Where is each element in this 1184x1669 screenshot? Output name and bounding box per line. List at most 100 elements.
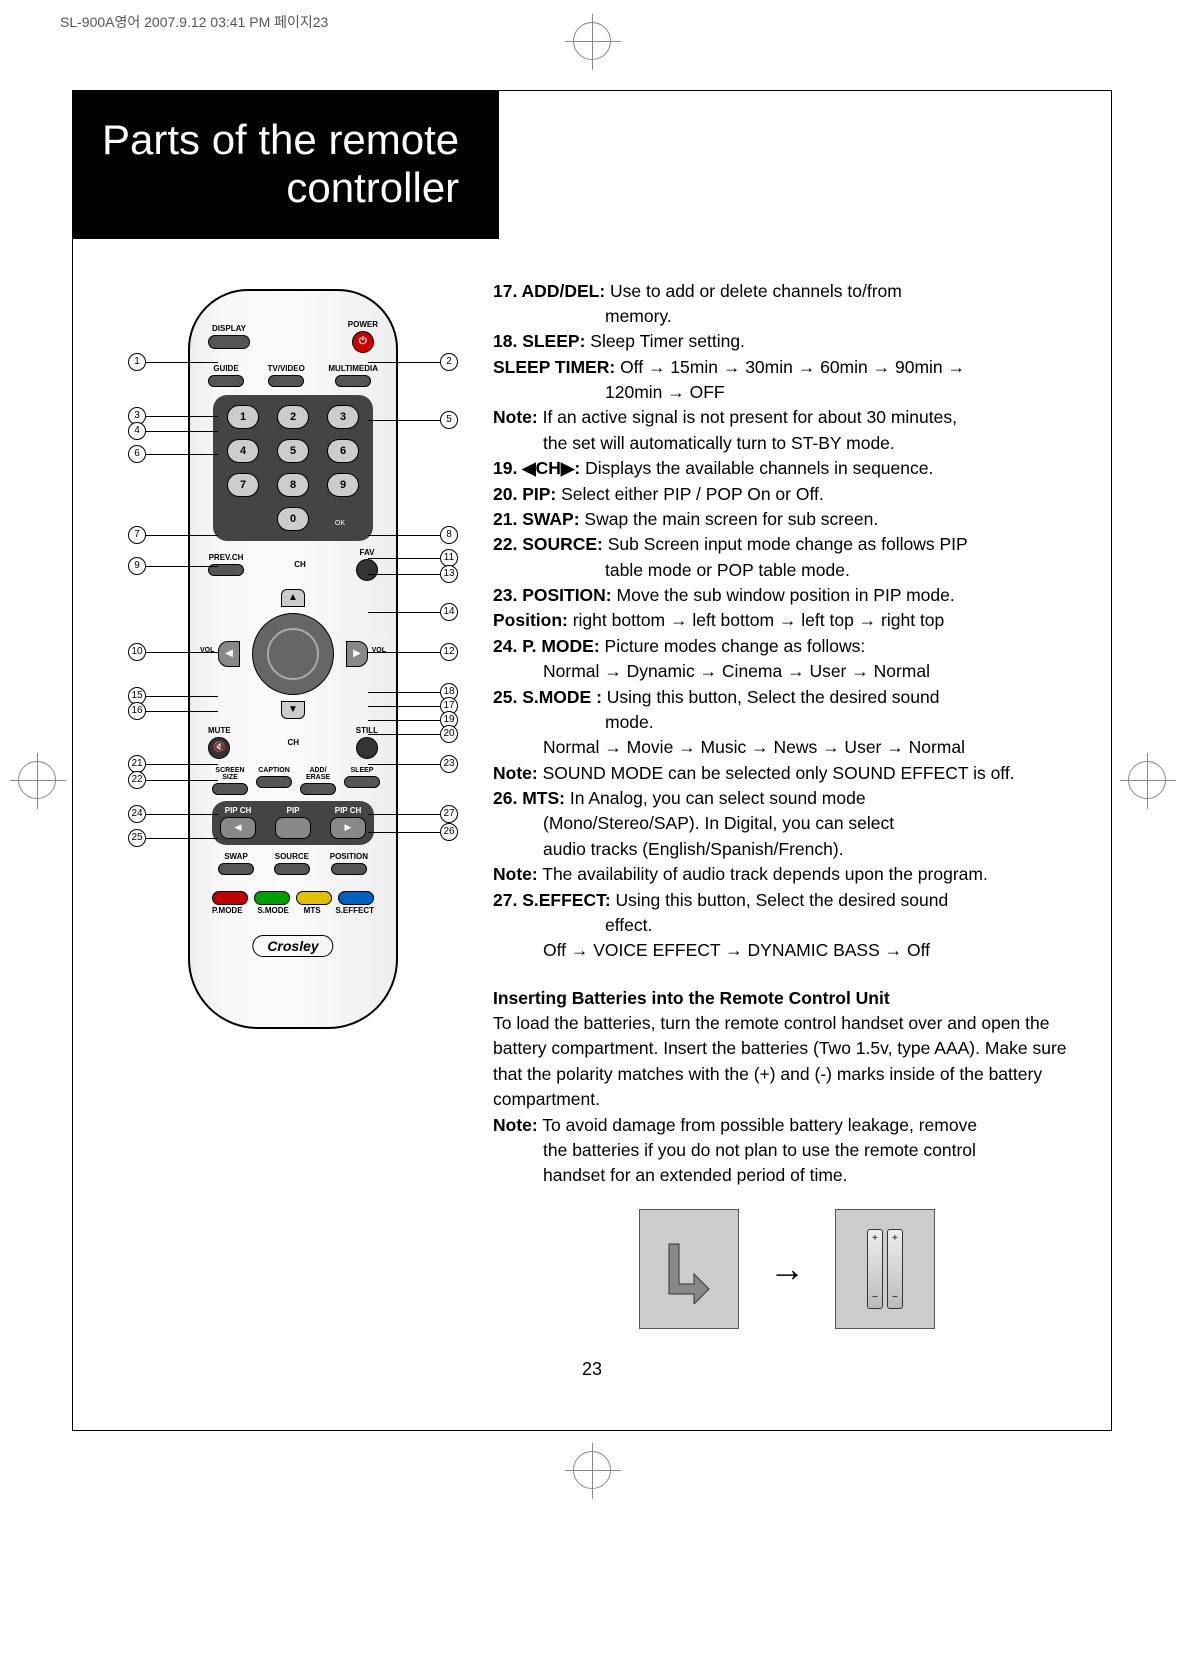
callout-9: 9 — [128, 557, 146, 575]
display-label: DISPLAY — [212, 325, 246, 333]
source-button — [274, 863, 310, 875]
pmode-label: P.MODE — [212, 907, 243, 915]
callout-line — [146, 814, 218, 815]
description-line: Off → VOICE EFFECT → DYNAMIC BASS → Off — [493, 938, 1081, 963]
callout-line — [368, 574, 440, 575]
mute-label: MUTE — [208, 727, 231, 735]
power-label: POWER — [348, 321, 378, 329]
color-green — [254, 891, 290, 905]
position-label: POSITION — [330, 853, 368, 861]
remote-column: DISPLAY POWER⏻ GUIDE TV/VIDEO MULTIMEDIA… — [103, 279, 483, 1329]
description-line: 21. SWAP: Swap the main screen for sub s… — [493, 507, 1081, 532]
callout-line — [146, 566, 218, 567]
arrow-right-icon: → — [769, 1243, 805, 1295]
ch-label: CH — [294, 561, 306, 569]
callout-line — [368, 692, 440, 693]
description-line: 26. MTS: In Analog, you can select sound… — [493, 786, 1081, 811]
description-line: Note: The availability of audio track de… — [493, 862, 1081, 887]
pip-left: ◀ — [220, 817, 256, 839]
battery-note-2: the batteries if you do not plan to use … — [493, 1138, 1081, 1163]
description-line: the set will automatically turn to ST-BY… — [493, 431, 1081, 456]
content-row: DISPLAY POWER⏻ GUIDE TV/VIDEO MULTIMEDIA… — [73, 279, 1111, 1329]
num-0: 0 — [277, 507, 309, 531]
pipch-r-label: PIP CH — [335, 807, 362, 815]
callout-line — [368, 720, 440, 721]
description-line: Note: If an active signal is not present… — [493, 405, 1081, 430]
callout-line — [146, 696, 218, 697]
pip-label: PIP — [287, 807, 300, 815]
callout-6: 6 — [128, 445, 146, 463]
callout-2: 2 — [440, 353, 458, 371]
nav-left: ◀ — [218, 641, 240, 667]
adderase-label: ADD/ ERASE — [306, 767, 330, 781]
mute-still-row: MUTE🔇 CH STILL — [208, 727, 378, 759]
mute-button: 🔇 — [208, 737, 230, 759]
source-label: SOURCE — [275, 853, 309, 861]
callout-line — [146, 454, 218, 455]
battery-p1: To load the batteries, turn the remote c… — [493, 1011, 1081, 1113]
callout-line — [368, 814, 440, 815]
tvvideo-button — [268, 375, 304, 387]
callout-12: 12 — [440, 643, 458, 661]
remote-fav-row: PREV.CH CH FAV — [208, 549, 378, 581]
callout-26: 26 — [440, 823, 458, 841]
num-6: 6 — [327, 439, 359, 463]
pipch-l-label: PIP CH — [225, 807, 252, 815]
display-button — [208, 335, 250, 349]
nav-up: ▲ — [281, 589, 305, 607]
position-button — [331, 863, 367, 875]
num-8: 8 — [277, 473, 309, 497]
description-line: SLEEP TIMER: Off → 15min → 30min → 60min… — [493, 355, 1081, 380]
manual-page: Parts of the remote controller DISPLAY P… — [72, 90, 1112, 1431]
battery-box-open — [639, 1209, 739, 1329]
num-2: 2 — [277, 405, 309, 429]
callout-line — [368, 764, 440, 765]
callout-line — [368, 362, 440, 363]
callout-14: 14 — [440, 603, 458, 621]
guide-button — [208, 375, 244, 387]
power-button: ⏻ — [352, 331, 374, 353]
description-line: Normal → Movie → Music → News → User → N… — [493, 735, 1081, 760]
fav-label: FAV — [360, 549, 375, 557]
callout-line — [146, 764, 218, 765]
callout-21: 21 — [128, 755, 146, 773]
callout-line — [368, 706, 440, 707]
description-line: 23. POSITION: Move the sub window positi… — [493, 583, 1081, 608]
ok-label: OK — [335, 520, 345, 527]
callout-25: 25 — [128, 829, 146, 847]
description-line: 120min → OFF — [493, 380, 1081, 405]
crop-mark-top — [573, 22, 611, 60]
description-line: audio tracks (English/Spanish/French). — [493, 837, 1081, 862]
pip-right: ▶ — [330, 817, 366, 839]
mts-label: MTS — [304, 907, 321, 915]
description-line: 27. S.EFFECT: Using this button, Select … — [493, 888, 1081, 913]
nav-ring — [267, 628, 319, 680]
battery-heading: Inserting Batteries into the Remote Cont… — [493, 986, 1081, 1011]
color-blue — [338, 891, 374, 905]
pip-bar: PIP CH ◀ PIP PIP CH ▶ — [212, 801, 374, 845]
callout-line — [146, 711, 218, 712]
callout-line — [368, 832, 440, 833]
callout-23: 23 — [440, 755, 458, 773]
color-row — [212, 891, 374, 905]
callout-7: 7 — [128, 526, 146, 544]
callout-11: 11 — [440, 549, 458, 567]
color-yellow — [296, 891, 332, 905]
callout-line — [146, 431, 218, 432]
description-line: (Mono/Stereo/SAP). In Digital, you can s… — [493, 811, 1081, 836]
battery-illustration: → — [493, 1209, 1081, 1329]
callout-line — [146, 838, 218, 839]
description-line: Note: SOUND MODE can be selected only SO… — [493, 761, 1081, 786]
screensize-button — [212, 783, 248, 795]
callout-27: 27 — [440, 805, 458, 823]
description-line: 19. ◀CH▶: Displays the available channel… — [493, 456, 1081, 481]
src-row: SWAP SOURCE POSITION — [218, 853, 368, 875]
callout-1: 1 — [128, 353, 146, 371]
battery-cell-1 — [867, 1229, 883, 1309]
multimedia-label: MULTIMEDIA — [328, 365, 378, 373]
smode-label: S.MODE — [257, 907, 289, 915]
page-title: Parts of the remote controller — [102, 116, 459, 213]
seffect-label: S.EFFECT — [335, 907, 374, 915]
battery-arrow-icon — [664, 1234, 714, 1304]
page-number: 23 — [73, 1359, 1111, 1380]
